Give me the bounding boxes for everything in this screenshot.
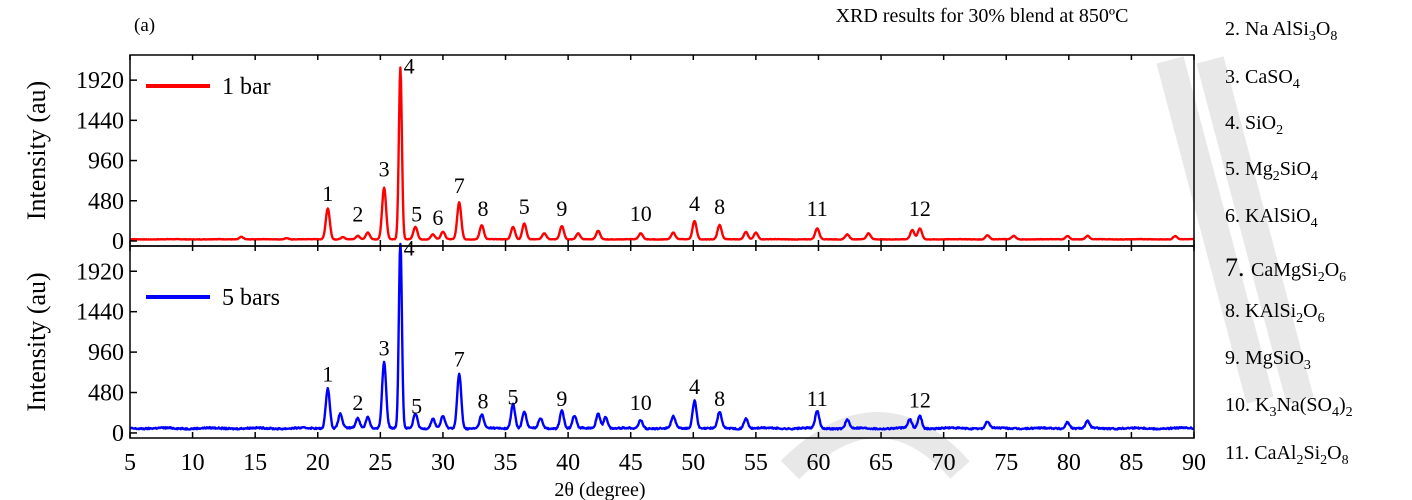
phase-legend-item: 6. KAlSiO4 — [1225, 205, 1318, 231]
y-tick-label: 1920 — [76, 259, 124, 285]
peak-label: 4 — [404, 235, 415, 260]
x-tick-label: 30 — [431, 450, 455, 476]
x-tick-label: 35 — [494, 450, 518, 476]
peak-label: 5 — [411, 202, 422, 227]
x-tick-label: 60 — [806, 450, 830, 476]
x-tick-label: 65 — [869, 450, 893, 476]
y-tick-label: 0 — [112, 421, 124, 447]
peak-label: 4 — [404, 53, 415, 78]
x-tick-label: 20 — [306, 450, 330, 476]
panel-label: (a) — [134, 15, 155, 36]
peak-label: 12 — [909, 196, 931, 221]
y-tick-label: 1440 — [76, 108, 124, 134]
peak-label: 6 — [432, 205, 443, 230]
legend-label: 5 bars — [222, 285, 280, 311]
y-tick-label: 480 — [88, 189, 124, 215]
phase-legend-item: 8. KAlSi2O6 — [1225, 300, 1325, 326]
x-tick-label: 25 — [368, 450, 392, 476]
y-tick-label: 1440 — [76, 300, 124, 326]
legend-label: 1 bar — [222, 74, 271, 100]
x-tick-label: 75 — [994, 450, 1018, 476]
peak-label: 4 — [689, 374, 700, 399]
y-axis-label: Intensity (au) — [22, 272, 51, 411]
peak-label: 2 — [352, 202, 363, 227]
x-tick-label: 50 — [681, 450, 705, 476]
phase-legend-item: 4. SiO2 — [1225, 112, 1284, 138]
peak-label: 10 — [630, 201, 652, 226]
peak-label: 8 — [714, 194, 725, 219]
watermark-stroke — [780, 412, 970, 480]
phase-legend-item: 3. CaSO4 — [1225, 66, 1300, 92]
x-axis: 5 10 15 20 25 30 35 40 45 50 55 60 65 70 75 80 85 90 — [124, 450, 1206, 476]
x-axis-label: 2θ (degree) — [554, 479, 645, 500]
phase-legend-item: 11. CaAl2Si2O8 — [1225, 442, 1349, 468]
plot-frame — [129, 54, 1195, 247]
peak-label: 8 — [477, 196, 488, 221]
x-tick-label: 15 — [243, 450, 267, 476]
peak-label: 9 — [556, 196, 567, 221]
series-line-1-bar — [129, 66, 1195, 241]
phase-legend-item: 10. K3Na(SO4)2 — [1225, 394, 1353, 420]
plot-frame — [129, 245, 1195, 439]
x-tick-label: 45 — [619, 450, 643, 476]
chart-title: XRD results for 30% blend at 850ºC — [836, 5, 1129, 27]
peak-label: 3 — [379, 335, 390, 360]
peak-label: 7 — [454, 173, 465, 198]
peak-label: 9 — [556, 386, 567, 411]
phase-legend: 2. Na AlSi3O8 3. CaSO4 4. SiO2 5. Mg2SiO4 6.… — [1225, 0, 1410, 500]
x-tick-label: 40 — [556, 450, 580, 476]
y-axis-label: Intensity (au) — [22, 81, 51, 220]
x-tick-label: 10 — [181, 450, 205, 476]
peak-label: 11 — [807, 196, 828, 221]
x-tick-label: 70 — [932, 450, 956, 476]
phase-legend-item: 5. Mg2SiO4 — [1225, 158, 1318, 184]
peak-label: 1 — [322, 362, 333, 387]
peak-label: 3 — [379, 156, 390, 181]
y-tick-label: 1920 — [76, 68, 124, 94]
y-tick-label: 960 — [88, 340, 124, 366]
peak-label: 5 — [411, 394, 422, 419]
peak-label: 7 — [454, 346, 465, 371]
peak-label: 10 — [630, 390, 652, 415]
y-tick-label: 960 — [88, 149, 124, 175]
peak-label: 5 — [508, 384, 519, 409]
phase-legend-item: 2. Na AlSi3O8 — [1225, 18, 1338, 44]
peak-label: 1 — [322, 181, 333, 206]
phase-legend-item: 9. MgSiO3 — [1225, 347, 1311, 373]
y-tick-label: 480 — [88, 381, 124, 407]
y-tick-label: 0 — [112, 229, 124, 255]
peak-label: 8 — [714, 386, 725, 411]
peak-label: 11 — [807, 386, 828, 411]
phase-legend-item: 7. CaMgSi2O6 — [1225, 253, 1347, 285]
peak-label: 5 — [519, 194, 530, 219]
peak-label: 2 — [352, 390, 363, 415]
watermark-stroke — [1156, 56, 1314, 404]
x-tick-label: 80 — [1057, 450, 1081, 476]
peak-label: 8 — [477, 389, 488, 414]
x-tick-label: 5 — [124, 450, 136, 476]
x-tick-label: 85 — [1119, 450, 1143, 476]
watermark — [780, 56, 1314, 480]
x-tick-label: 90 — [1182, 450, 1206, 476]
series-line-5-bars — [129, 242, 1195, 431]
peak-label: 12 — [909, 388, 931, 413]
x-tick-label: 55 — [744, 450, 768, 476]
peak-label: 4 — [689, 191, 700, 216]
